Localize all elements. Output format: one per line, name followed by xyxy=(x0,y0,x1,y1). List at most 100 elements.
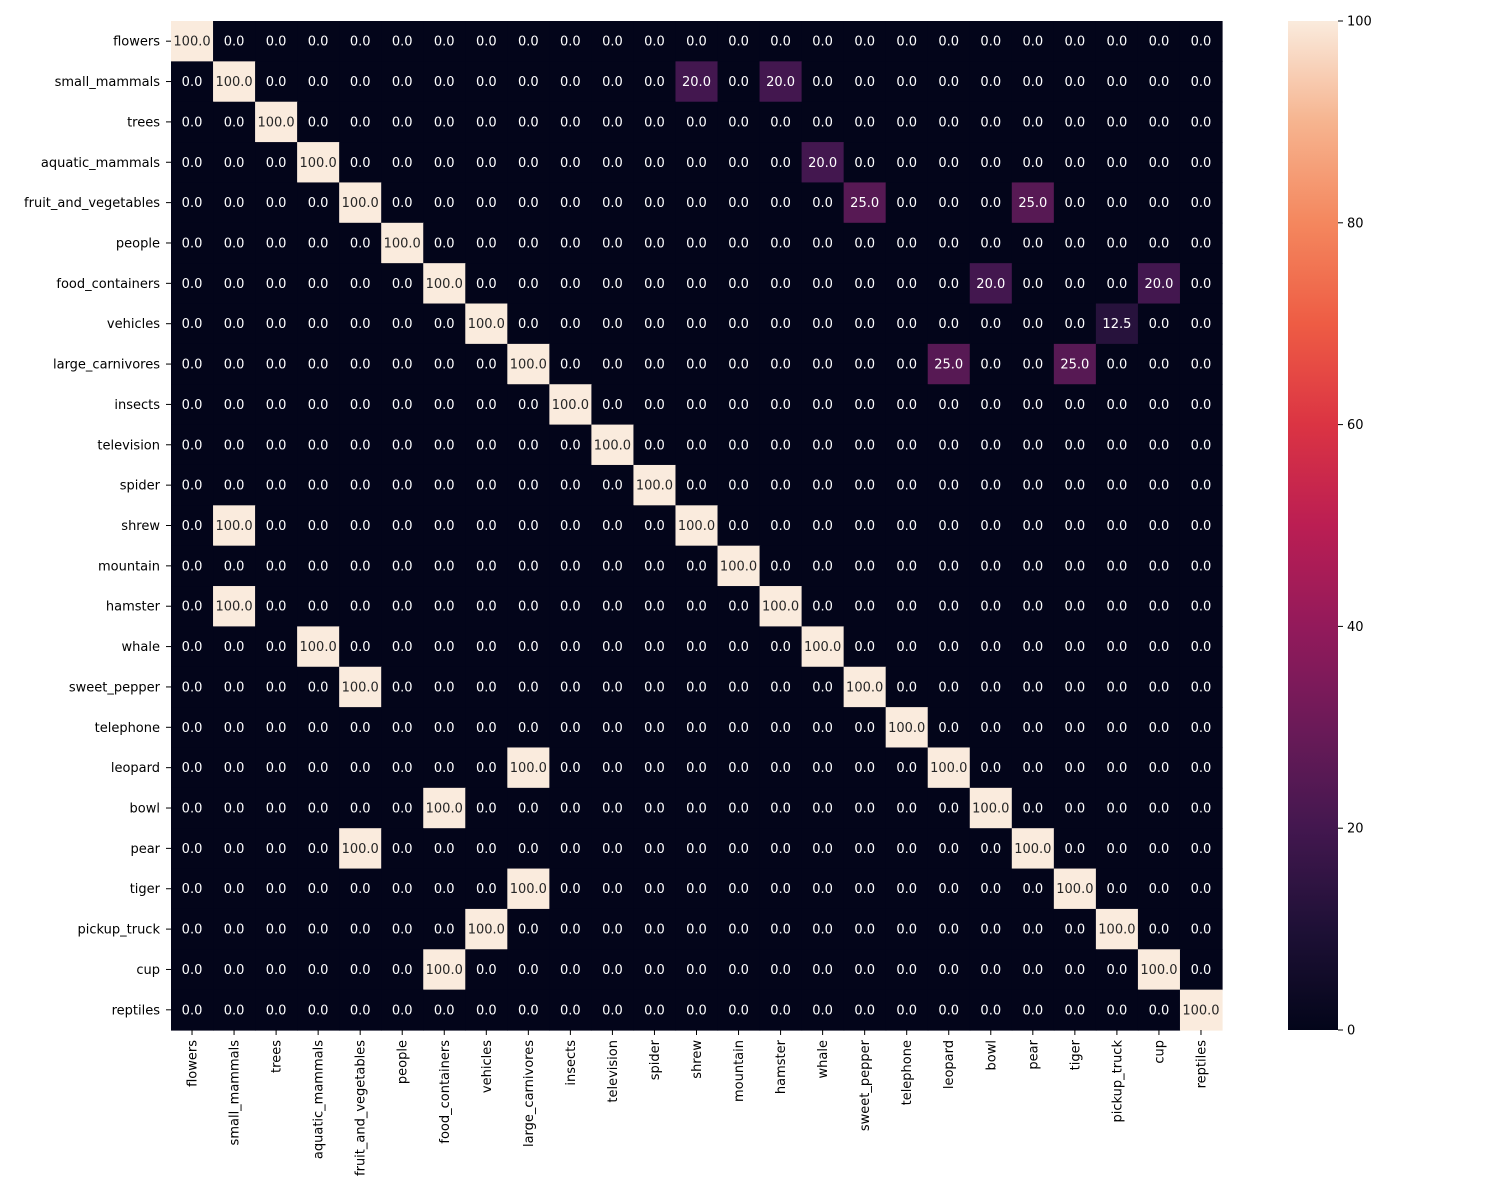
heatmap-cell xyxy=(465,666,508,708)
cell-value-label: 0.0 xyxy=(518,317,539,332)
cell-value-label: 0.0 xyxy=(1107,802,1128,817)
cell-value-label: 0.0 xyxy=(1149,923,1170,938)
heatmap-cell xyxy=(759,586,803,627)
cell-value-label: 0.0 xyxy=(518,479,539,494)
cell-value-label: 0.0 xyxy=(1107,640,1128,655)
cell-value-label: 0.0 xyxy=(392,559,413,574)
cell-value-label: 0.0 xyxy=(308,721,329,736)
y-tick-label: pear xyxy=(130,842,160,857)
heatmap-cell xyxy=(171,908,214,950)
cell-value-label: 0.0 xyxy=(392,600,413,615)
x-tick-label: flowers xyxy=(186,1040,201,1087)
heatmap-cell xyxy=(297,828,340,870)
cell-value-label: 0.0 xyxy=(686,196,707,211)
heatmap-cell xyxy=(927,989,971,1031)
cell-value-label: 0.0 xyxy=(602,115,623,130)
cell-value-label: 0.0 xyxy=(1191,479,1212,494)
cell-value-label: 0.0 xyxy=(1149,559,1170,574)
heatmap-cell xyxy=(507,868,550,910)
heatmap-cell xyxy=(1011,868,1055,910)
cell-value-label: 0.0 xyxy=(686,680,707,695)
cell-value-label: 100.0 xyxy=(1098,923,1135,938)
cell-value-label: 0.0 xyxy=(266,923,287,938)
heatmap-cell xyxy=(675,505,719,547)
heatmap-cell xyxy=(885,666,929,708)
cell-value-label: 0.0 xyxy=(938,640,959,655)
heatmap-cell xyxy=(759,142,803,184)
heatmap-cell xyxy=(1011,182,1055,224)
heatmap-cell xyxy=(675,424,719,466)
heatmap-cell xyxy=(423,384,466,426)
heatmap-cell xyxy=(759,424,803,466)
heatmap-cell xyxy=(213,182,256,224)
heatmap-cell xyxy=(801,666,845,708)
heatmap-cell xyxy=(843,424,887,466)
heatmap-cell xyxy=(1137,828,1181,870)
cell-value-label: 0.0 xyxy=(854,519,875,534)
cell-value-label: 0.0 xyxy=(560,1003,581,1018)
heatmap-cell xyxy=(1053,586,1097,627)
heatmap-cell xyxy=(1053,182,1097,224)
heatmap-cell xyxy=(843,182,887,224)
heatmap-cell xyxy=(549,747,592,789)
heatmap-cell xyxy=(1011,61,1055,103)
x-tick-label: pear xyxy=(1026,1039,1041,1069)
heatmap-cell xyxy=(1179,222,1223,264)
heatmap-cell xyxy=(213,464,256,506)
cell-value-label: 0.0 xyxy=(1022,519,1043,534)
heatmap-cell xyxy=(1095,101,1139,143)
y-tick-label: tiger xyxy=(130,882,161,897)
heatmap-cell xyxy=(507,101,550,143)
heatmap-cell xyxy=(213,666,256,708)
heatmap-cell xyxy=(1137,424,1181,466)
y-tick-label: telephone xyxy=(95,721,160,736)
cell-value-label: 0.0 xyxy=(224,479,245,494)
cell-value-label: 0.0 xyxy=(602,236,623,251)
cell-value-label: 0.0 xyxy=(1191,842,1212,857)
cell-value-label: 100.0 xyxy=(636,479,673,494)
cell-value-label: 0.0 xyxy=(266,479,287,494)
cell-value-label: 0.0 xyxy=(308,277,329,292)
cell-value-label: 0.0 xyxy=(1065,438,1086,453)
heatmap-cell xyxy=(423,666,466,708)
cell-value-label: 0.0 xyxy=(728,519,749,534)
cell-value-label: 0.0 xyxy=(1022,479,1043,494)
heatmap-cell xyxy=(1179,21,1223,62)
heatmap-cell xyxy=(423,828,466,870)
cell-value-label: 0.0 xyxy=(476,640,497,655)
cell-value-label: 0.0 xyxy=(476,600,497,615)
cell-value-label: 0.0 xyxy=(182,600,203,615)
heatmap-cell xyxy=(591,908,635,950)
cell-value-label: 0.0 xyxy=(392,398,413,413)
cell-value-label: 0.0 xyxy=(644,721,665,736)
heatmap-cell xyxy=(507,707,550,749)
cell-value-label: 0.0 xyxy=(308,115,329,130)
cell-value-label: 0.0 xyxy=(350,35,371,50)
heatmap-cell xyxy=(717,505,761,547)
x-tick-label: pickup_truck xyxy=(1110,1040,1125,1123)
heatmap-cell xyxy=(381,101,424,143)
cell-value-label: 0.0 xyxy=(266,75,287,90)
heatmap-cell xyxy=(549,424,592,466)
cell-value-label: 0.0 xyxy=(266,358,287,373)
heatmap-cell xyxy=(1095,626,1139,668)
cell-value-label: 0.0 xyxy=(476,196,497,211)
cell-value-label: 0.0 xyxy=(182,75,203,90)
cell-value-label: 0.0 xyxy=(644,156,665,171)
cell-value-label: 0.0 xyxy=(938,35,959,50)
cell-value-label: 0.0 xyxy=(392,479,413,494)
heatmap-cell xyxy=(675,949,719,991)
cell-value-label: 0.0 xyxy=(1107,680,1128,695)
cell-value-label: 0.0 xyxy=(224,640,245,655)
heatmap-cell xyxy=(465,908,508,950)
heatmap-cell xyxy=(171,61,214,103)
cell-value-label: 0.0 xyxy=(350,75,371,90)
x-tick-label: large_carnivores xyxy=(522,1040,537,1147)
cell-value-label: 0.0 xyxy=(476,721,497,736)
cell-value-label: 0.0 xyxy=(476,438,497,453)
cell-value-label: 0.0 xyxy=(686,882,707,897)
cell-value-label: 0.0 xyxy=(896,842,917,857)
cell-value-label: 0.0 xyxy=(224,559,245,574)
cell-value-label: 0.0 xyxy=(602,317,623,332)
cell-value-label: 0.0 xyxy=(1107,438,1128,453)
